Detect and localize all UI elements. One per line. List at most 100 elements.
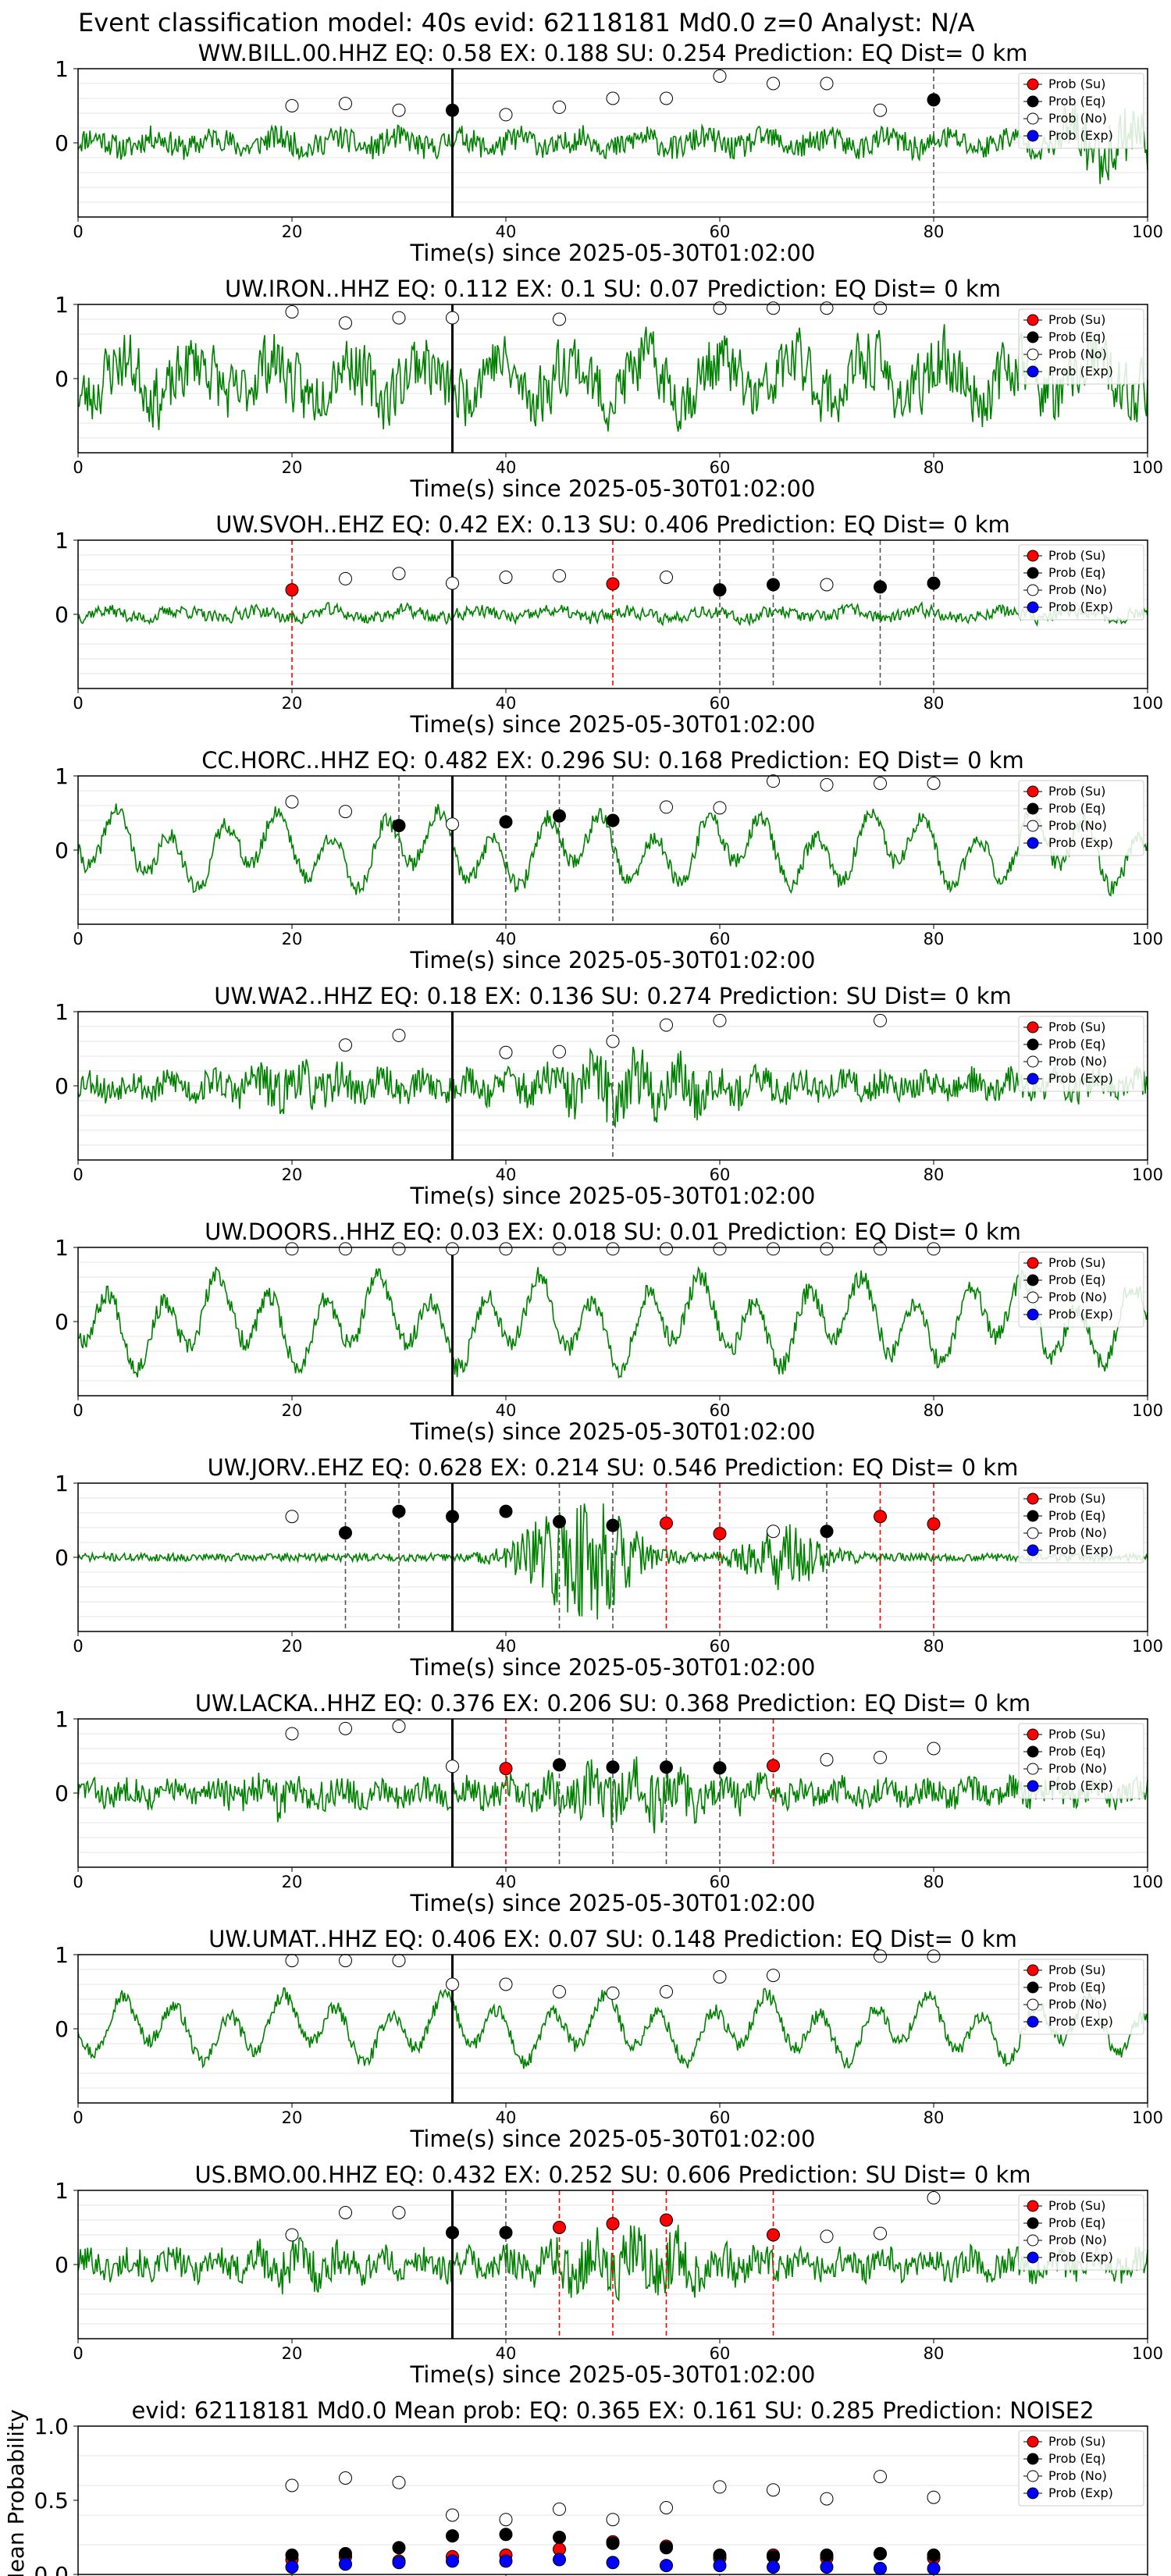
mean-prob-marker-no [553,2502,566,2516]
legend-label: Prob (No) [1048,111,1107,126]
legend-marker [1027,2453,1039,2465]
legend-marker [1027,2234,1039,2247]
mean-prob-marker-exp [499,2554,513,2568]
legend-marker [1027,331,1039,343]
legend-marker [1027,365,1039,378]
legend-label: Prob (No) [1048,1761,1107,1776]
figure-suptitle: Event classification model: 40s evid: 62… [78,8,975,37]
waveform-trace [77,324,1148,432]
prob-marker-no [553,312,566,326]
legend-marker [1027,1964,1039,1976]
prob-marker-no [285,1510,299,1524]
y-tick-label: 1 [55,763,69,789]
legend-label: Prob (Eq) [1048,1037,1105,1051]
x-tick-label: 80 [924,930,945,948]
prob-marker-eq [660,1760,673,1774]
panel-title: UW.IRON..HHZ EQ: 0.112 EX: 0.1 SU: 0.07 … [225,276,1001,302]
mean-prob-marker-eq [446,2529,459,2543]
panel-title: UW.LACKA..HHZ EQ: 0.376 EX: 0.206 SU: 0.… [195,1690,1030,1717]
prob-marker-no [820,301,834,315]
legend-box [1018,73,1144,149]
y-tick-label: 0 [55,1309,69,1335]
prob-marker-eq [606,1518,620,1532]
mean-prob-marker-exp [446,2554,459,2568]
prob-marker-no [606,1034,620,1048]
x-tick-label: 100 [1132,694,1163,713]
axes-frame [77,2425,1148,2575]
legend-label: Prob (Eq) [1048,1508,1105,1523]
prob-marker-su [927,1517,941,1531]
prob-marker-no [339,805,352,819]
x-tick-label: 0 [73,694,83,713]
x-tick-label: 40 [496,930,517,948]
legend-marker [1027,1510,1039,1522]
x-axis-label: Time(s) since 2025-05-30T01:02:00 [410,240,816,266]
x-tick-label: 80 [924,1873,945,1891]
legend-label: Prob (Su) [1048,2198,1105,2213]
prob-marker-su [713,1527,727,1541]
panel-7: UW.JORV..EHZ EQ: 0.628 EX: 0.214 SU: 0.5… [55,1454,1163,1681]
prob-marker-no [339,1038,352,1052]
legend-marker [1027,314,1039,326]
prob-marker-no [927,1949,941,1963]
prob-marker-no [820,578,834,592]
legend-marker [1027,1308,1039,1321]
x-tick-label: 80 [924,222,945,241]
prob-marker-no [874,1750,887,1764]
prob-marker-eq [446,103,459,117]
mean-prob-marker-exp [339,2557,352,2571]
legend-box [1018,1251,1144,1328]
waveform-trace [77,803,1148,897]
x-axis-label: Time(s) since 2025-05-30T01:02:00 [410,1418,816,1445]
mean-prob-marker-exp [553,2553,566,2567]
prob-marker-no [660,1018,673,1032]
x-tick-label: 60 [710,222,731,241]
x-tick-label: 100 [1132,1165,1163,1184]
legend-label: Prob (No) [1048,818,1107,833]
x-tick-label: 0 [73,222,83,241]
prob-marker-no [767,1525,780,1539]
prob-marker-no [553,569,566,583]
prob-marker-no [927,1242,941,1256]
prob-marker-eq [392,1504,406,1518]
y-tick-label: 1 [55,1235,69,1261]
mean-prob-marker-exp [713,2559,727,2573]
y-tick-label: 1 [55,999,69,1025]
legend-label: Prob (Exp) [1048,2014,1113,2029]
x-tick-label: 40 [496,2108,517,2127]
panel-title: UW.DOORS..HHZ EQ: 0.03 EX: 0.018 SU: 0.0… [205,1219,1021,1245]
prob-marker-no [927,777,941,790]
prob-marker-no [713,1970,727,1984]
legend-label: Prob (Su) [1048,784,1105,799]
legend-marker [1027,567,1039,579]
prob-marker-no [392,2206,406,2219]
prob-marker-no [339,1954,352,1968]
y-tick-label: 0 [55,130,69,156]
x-tick-label: 100 [1132,2344,1163,2363]
x-tick-label: 0 [73,1637,83,1656]
legend-label: Prob (No) [1048,347,1107,361]
mean-prob-marker-exp [606,2556,620,2570]
legend-label: Prob (No) [1048,2468,1107,2483]
legend-label: Prob (Su) [1048,76,1105,91]
prob-marker-no [392,311,406,325]
mean-prob-marker-no [446,2508,459,2522]
prob-marker-no [285,2228,299,2242]
y-tick-label: 0 [55,602,69,628]
prob-marker-no [553,1242,566,1256]
prob-marker-no [499,1045,513,1059]
legend-label: Prob (Eq) [1048,1980,1105,1994]
x-tick-label: 100 [1132,458,1163,477]
legend-label: Prob (Exp) [1048,1307,1113,1322]
y-tick-label: 0.5 [34,2488,69,2514]
panel-6: UW.DOORS..HHZ EQ: 0.03 EX: 0.018 SU: 0.0… [55,1219,1163,1445]
prob-marker-no [553,1985,566,1998]
prob-marker-no [339,2206,352,2219]
legend-label: Prob (No) [1048,1525,1107,1540]
prob-marker-eq [339,1526,352,1540]
prob-marker-eq [499,2226,513,2240]
prob-marker-no [339,1721,352,1735]
prob-marker-su [767,2228,780,2242]
prob-marker-no [820,1752,834,1767]
mean-prob-marker-no [606,2513,620,2527]
